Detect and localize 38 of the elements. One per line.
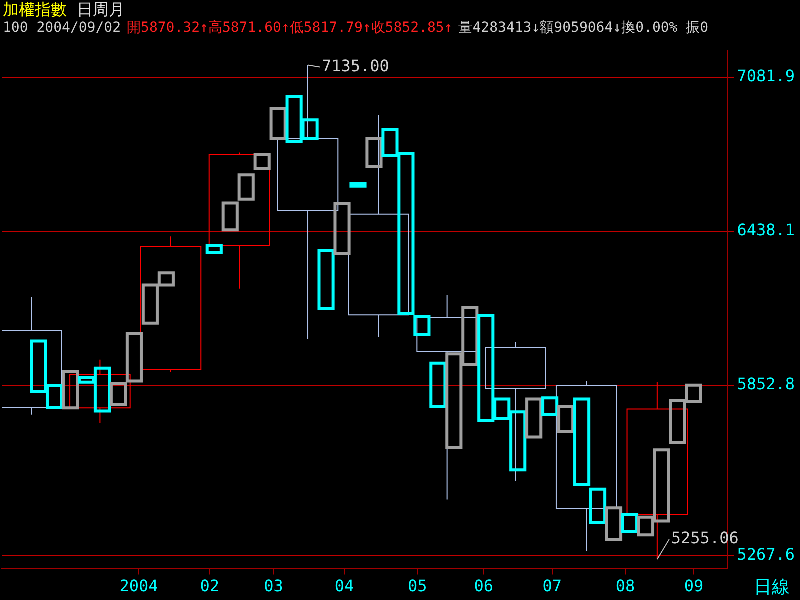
text: 日線 [754,576,790,599]
candlestick [62,370,80,410]
text: 100 2004/09/02 [3,20,122,36]
y-tick-label: 5852.8 [737,374,795,394]
candlestick [621,513,639,533]
candlestick [270,107,287,140]
candlestick [590,488,607,525]
x-tick-label: 2004 [120,576,158,596]
candlestick [254,153,271,170]
x-tick-label: 04 [334,576,354,596]
y-tick-label: 7081.9 [737,66,795,86]
candlestick [206,244,223,254]
candlestick [318,249,335,310]
candlestick [485,342,546,482]
x-tick-label: 02 [200,576,220,596]
candlestick [366,137,383,168]
candlestick [350,182,367,188]
candlestick [334,202,351,256]
candlestick [542,396,559,416]
x-tick-label: 03 [264,576,284,596]
annotation: 7135.00 [322,56,390,76]
y-tick-label: 5267.6 [737,544,795,564]
chart-title: 加權指數 [3,0,67,19]
candlestick [70,359,131,424]
text: 開5870.32↑高5871.60↑低5817.79↑收5852.85↑ [127,20,453,36]
x-tick-label: 07 [542,576,562,596]
candlestick [574,398,591,486]
x-tick-label: 09 [684,576,704,596]
x-tick-label: 08 [616,576,636,596]
candlestick [605,506,623,542]
candlestick [526,398,543,439]
candlestick [558,404,575,434]
text: 量4283413↓額9059064↓換0.00% 振0 [458,20,709,36]
y-tick-label: 6438.1 [737,220,795,240]
chart-subtitle: 日周月 [77,0,125,19]
x-tick-label: 06 [474,576,494,596]
candlestick [430,362,447,408]
x-tick-label: 05 [408,576,428,596]
